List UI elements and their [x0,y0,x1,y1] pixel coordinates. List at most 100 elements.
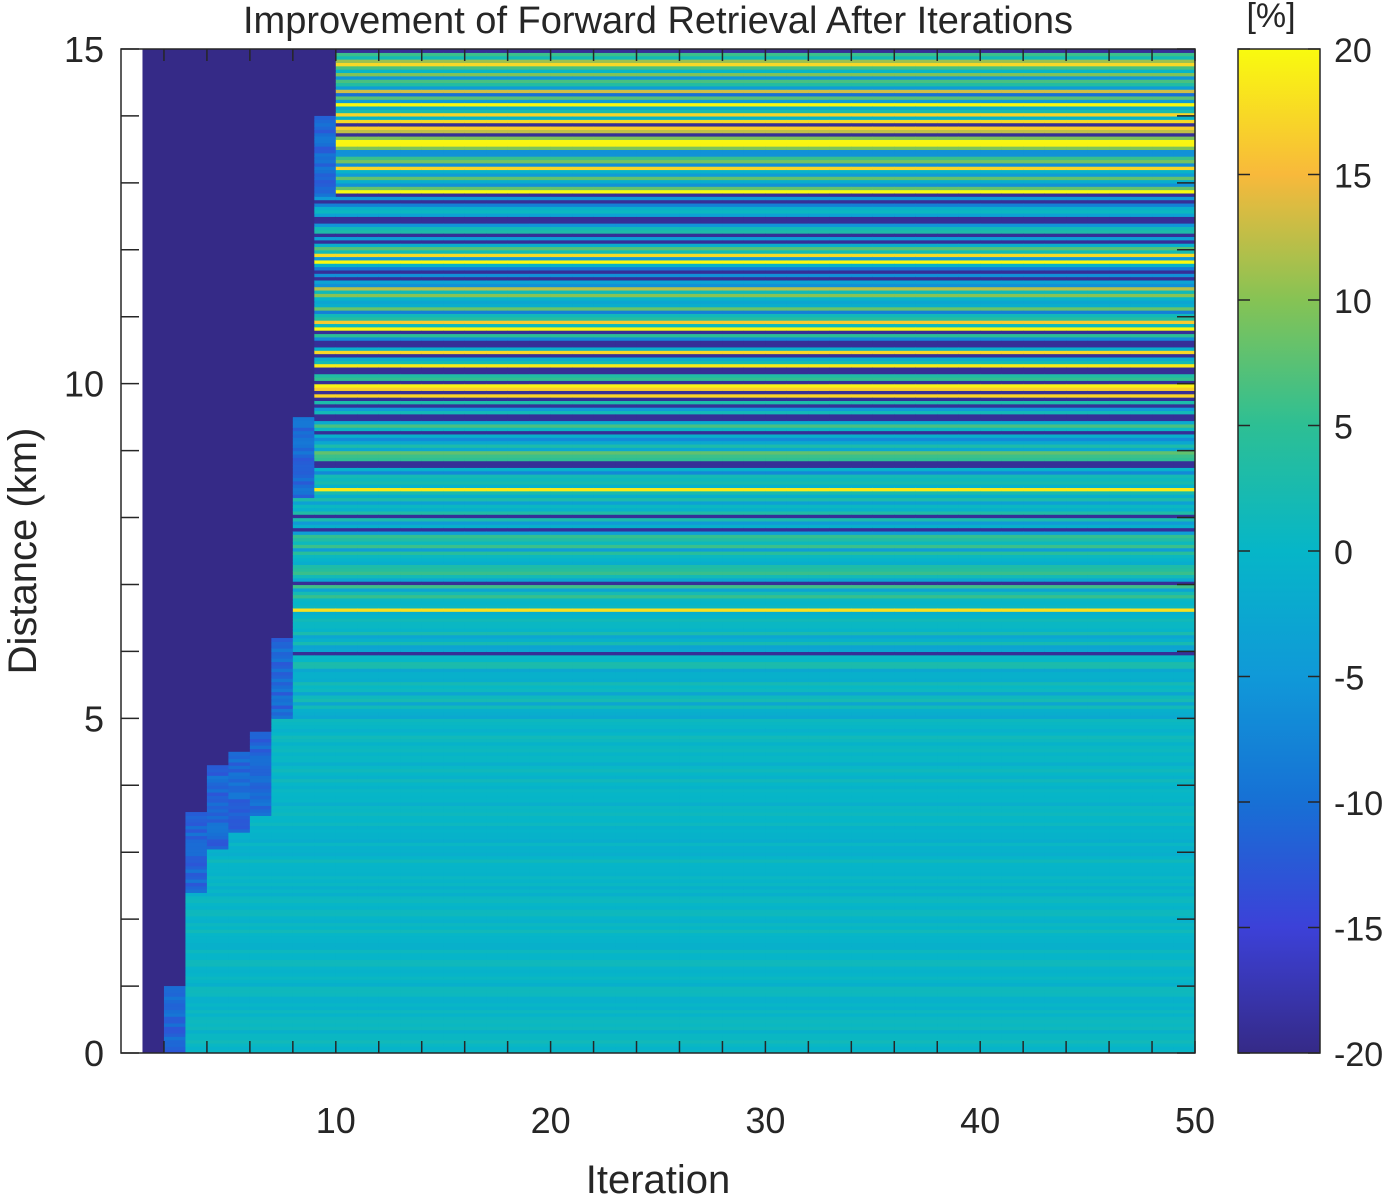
heatmap-cell [378,52,401,57]
heatmap-cell [314,467,337,472]
heatmap-cell [464,326,487,331]
heatmap-cell [378,49,401,53]
heatmap-cell [378,417,401,422]
heatmap-cell [615,755,638,760]
heatmap-cell [486,330,509,335]
heatmap-cell [572,875,595,880]
heatmap-cell [550,172,573,177]
heatmap-cell [507,102,530,107]
heatmap-cell [421,1026,444,1031]
heatmap-cell [421,527,444,532]
heatmap-cell [292,955,315,960]
heatmap-cell [572,276,595,281]
heatmap-cell [572,547,595,552]
heatmap-cell [443,320,466,325]
heatmap-cell [314,400,337,405]
heatmap-cell [421,614,444,619]
heatmap-cell [464,979,487,984]
heatmap-cell [378,614,401,619]
heatmap-cell [400,999,423,1004]
heatmap-cell [357,694,380,699]
heatmap-cell [593,530,616,535]
heatmap-cell [486,838,509,843]
heatmap-cell [464,658,487,663]
heatmap-cell [507,149,530,154]
heatmap-cell [400,112,423,117]
heatmap-cell [421,209,444,214]
heatmap-cell [572,433,595,438]
heatmap-cell [228,952,251,957]
heatmap-cell [443,1002,466,1007]
heatmap-cell [249,838,272,843]
heatmap-cell [185,932,208,937]
heatmap-cell [529,684,552,689]
heatmap-cell [486,216,509,221]
heatmap-cell [335,514,358,519]
heatmap-cell [357,547,380,552]
heatmap-cell [572,102,595,107]
heatmap-cell [271,1022,294,1027]
heatmap-cell [421,219,444,224]
heatmap-cell [421,75,444,80]
heatmap-cell [550,577,573,582]
heatmap-cell [507,959,530,964]
heatmap-cell [335,832,358,837]
heatmap-cell [400,433,423,438]
heatmap-cell [357,527,380,532]
heatmap-cell [529,333,552,338]
heatmap-cell [292,758,315,763]
heatmap-cell [507,885,530,890]
heatmap-cell [400,263,423,268]
heatmap-cell [400,818,423,823]
heatmap-cell [314,443,337,448]
heatmap-cell [335,136,358,140]
heatmap-cell [163,1006,187,1011]
heatmap-cell [443,514,466,519]
heatmap-cell [357,433,380,438]
heatmap-cell [572,1006,595,1011]
heatmap-cell [529,848,552,853]
heatmap-cell [271,825,294,830]
heatmap-cell [593,1039,616,1044]
heatmap-cell [593,139,616,144]
heatmap-cell [443,146,466,150]
heatmap-cell [507,199,530,204]
heatmap-cell [421,246,444,251]
heatmap-cell [378,574,401,579]
heatmap-cell [314,551,337,555]
heatmap-cell [529,909,552,914]
heatmap-cell [335,651,358,656]
heatmap-cell [507,356,530,361]
heatmap-cell [572,554,595,559]
heatmap-cell [378,366,401,371]
heatmap-cell [507,882,530,887]
heatmap-cell [357,115,380,120]
heatmap-cell [593,899,616,903]
heatmap-cell [378,661,401,666]
heatmap-cell [335,735,358,740]
heatmap-cell [464,517,487,522]
heatmap-cell [400,109,423,114]
heatmap-cell [335,959,358,964]
heatmap-cell [593,872,616,877]
heatmap-cell [421,520,444,525]
heatmap-cell [572,761,595,766]
heatmap-cell [357,122,380,127]
heatmap-cell [550,761,573,766]
heatmap-cell [507,249,530,254]
heatmap-cell [593,731,616,736]
heatmap-cell [357,390,380,395]
heatmap-cell [421,410,444,415]
heatmap-cell [550,477,573,482]
heatmap-cell [292,601,315,606]
heatmap-cell [335,490,358,495]
heatmap-cell [593,557,616,562]
heatmap-cell [421,577,444,582]
heatmap-cell [443,427,466,432]
heatmap-cell [593,253,616,258]
heatmap-cell [572,935,595,940]
heatmap-cell [464,704,487,709]
heatmap-cell [550,186,573,191]
heatmap-cell [249,1002,272,1007]
heatmap-cell [507,527,530,532]
